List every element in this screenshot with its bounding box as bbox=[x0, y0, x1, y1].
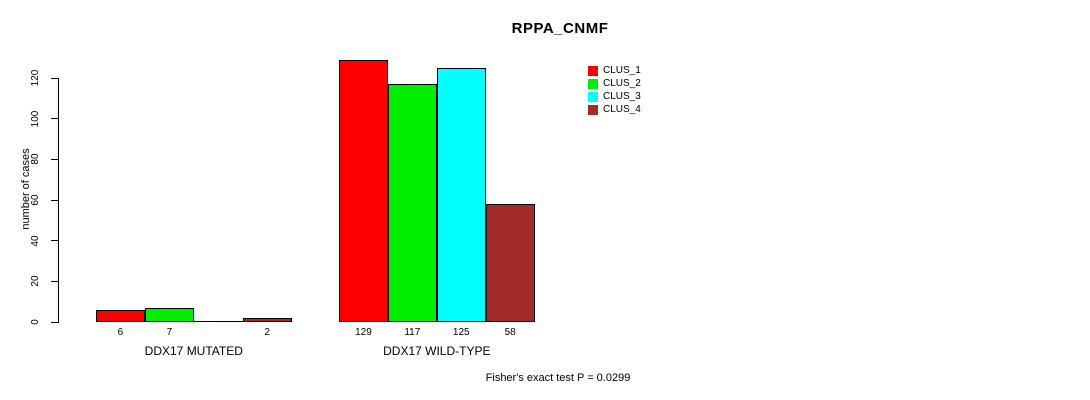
y-tick bbox=[51, 199, 58, 201]
legend: CLUS_1 CLUS_2 CLUS_3 CLUS_4 bbox=[588, 64, 641, 116]
bar-value-label: 125 bbox=[452, 327, 470, 338]
legend-label: CLUS_2 bbox=[603, 78, 641, 89]
bar bbox=[339, 59, 388, 322]
y-tick bbox=[51, 240, 58, 242]
y-tick bbox=[51, 118, 58, 120]
fisher-test-annotation: Fisher's exact test P = 0.0299 bbox=[485, 372, 631, 384]
bar-value-label: 2 bbox=[264, 327, 270, 338]
bar-value-label: 129 bbox=[355, 327, 372, 338]
y-tick-label: 100 bbox=[30, 110, 41, 127]
bar bbox=[144, 307, 194, 322]
bar bbox=[96, 309, 145, 322]
y-tick-label: 120 bbox=[30, 69, 41, 87]
bar-value-label: 7 bbox=[166, 327, 173, 338]
legend-swatch bbox=[588, 78, 598, 89]
y-tick-label: 0 bbox=[30, 319, 41, 325]
bar bbox=[436, 67, 486, 322]
bar-value-label: 117 bbox=[404, 327, 421, 338]
category-label: DDX17 WILD-TYPE bbox=[383, 344, 491, 358]
y-tick-label: 60 bbox=[30, 194, 41, 206]
y-tick bbox=[51, 280, 58, 282]
legend-item: CLUS_1 bbox=[588, 64, 641, 77]
bar bbox=[387, 84, 437, 322]
y-tick bbox=[51, 321, 58, 323]
y-axis-line bbox=[58, 78, 59, 323]
legend-swatch bbox=[588, 104, 598, 115]
y-tick-label: 80 bbox=[30, 153, 41, 165]
y-tick-label: 20 bbox=[30, 275, 41, 287]
bar bbox=[485, 204, 535, 322]
y-tick bbox=[51, 158, 58, 160]
legend-item: CLUS_2 bbox=[588, 77, 641, 90]
legend-item: CLUS_4 bbox=[588, 103, 641, 116]
bar-zero-line bbox=[193, 321, 243, 322]
category-label: DDX17 MUTATED bbox=[144, 344, 243, 358]
legend-label: CLUS_1 bbox=[603, 65, 641, 76]
bar-value-label: 58 bbox=[504, 327, 516, 338]
y-tick-label: 40 bbox=[30, 235, 41, 247]
legend-label: CLUS_3 bbox=[603, 91, 641, 102]
legend-swatch bbox=[588, 65, 598, 76]
legend-swatch bbox=[588, 91, 598, 102]
y-tick bbox=[51, 77, 58, 79]
bar bbox=[242, 317, 292, 322]
legend-label: CLUS_4 bbox=[603, 104, 641, 115]
bar-value-label: 6 bbox=[117, 327, 124, 338]
legend-item: CLUS_3 bbox=[588, 90, 641, 103]
chart-title: RPPA_CNMF bbox=[511, 20, 609, 37]
